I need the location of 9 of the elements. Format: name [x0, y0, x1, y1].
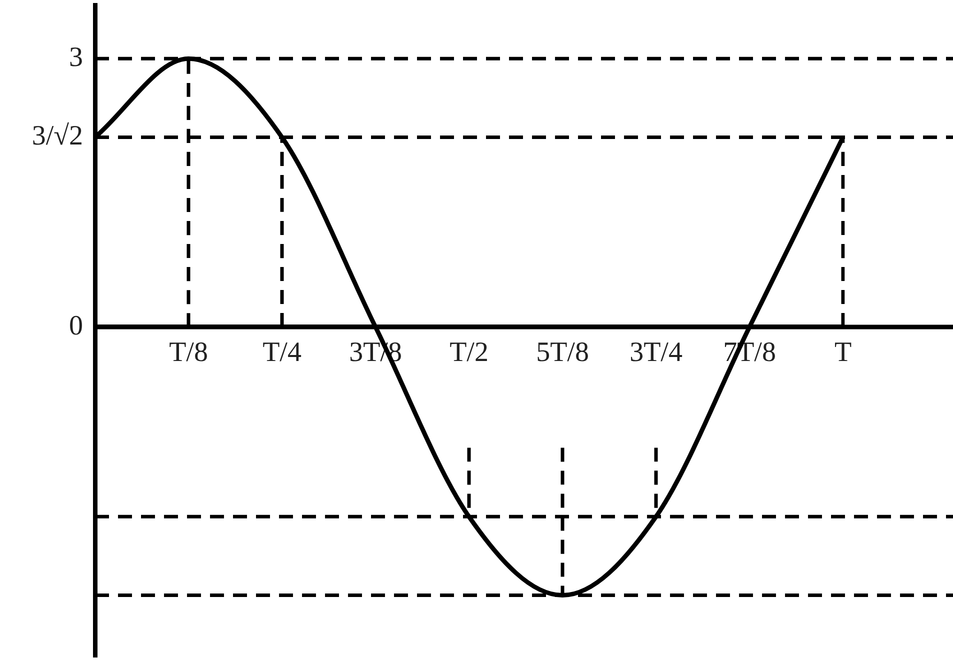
x-tick-label: T/8 — [169, 337, 208, 368]
x-tick-label: T/2 — [450, 337, 488, 368]
x-tick-label: 5T/8 — [536, 337, 589, 368]
x-tick-label: T — [834, 337, 852, 368]
text: 3/√2 — [32, 120, 83, 152]
text: 0 — [69, 310, 83, 342]
x-tick-label: 3T/4 — [630, 337, 682, 368]
x-tick-label: T/4 — [262, 337, 302, 368]
text: 3 — [69, 42, 83, 74]
